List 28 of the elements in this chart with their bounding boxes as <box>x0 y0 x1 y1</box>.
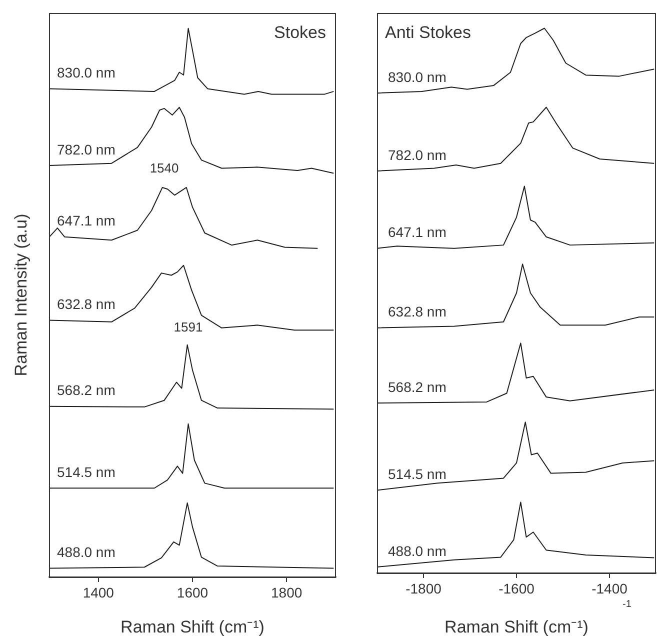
series-label: 632.8 nm <box>57 296 116 312</box>
series-label: 647.1 nm <box>57 212 116 229</box>
series-label: 568.2 nm <box>57 382 116 398</box>
x-tick-label: 1400 <box>82 584 114 600</box>
series-label: 514.5 nm <box>57 464 116 480</box>
series-label: 568.2 nm <box>388 378 446 395</box>
annotation: Stokes <box>274 23 326 42</box>
x-axis-title: Raman Shift (cm⁻¹) <box>444 617 588 636</box>
series-label: 632.8 nm <box>388 304 446 320</box>
series-label: 488.0 nm <box>388 542 446 559</box>
series-label: 830.0 nm <box>57 64 116 81</box>
x-tick-label: -1400 <box>592 580 628 596</box>
series-label: 782.0 nm <box>388 146 446 163</box>
series-label: 782.0 nm <box>57 141 116 158</box>
y-axis-title: Raman Intensity (a.u) <box>12 214 31 376</box>
x-tick-label: -1600 <box>498 580 535 596</box>
x-tick-label: 1800 <box>271 584 302 600</box>
x-axis-title: Raman Shift (cm⁻¹) <box>120 617 264 636</box>
annotation: Anti Stokes <box>385 23 471 42</box>
text: -1 <box>622 598 632 610</box>
series-label: 830.0 nm <box>388 68 446 85</box>
x-tick-label: 1600 <box>176 584 208 600</box>
annotation: 1540 <box>150 160 179 176</box>
annotation: 1591 <box>174 320 203 335</box>
series-label: 514.5 nm <box>388 466 446 482</box>
x-tick-label: -1800 <box>406 580 442 596</box>
series-label: 488.0 nm <box>57 544 116 560</box>
series-label: 647.1 nm <box>388 224 446 240</box>
